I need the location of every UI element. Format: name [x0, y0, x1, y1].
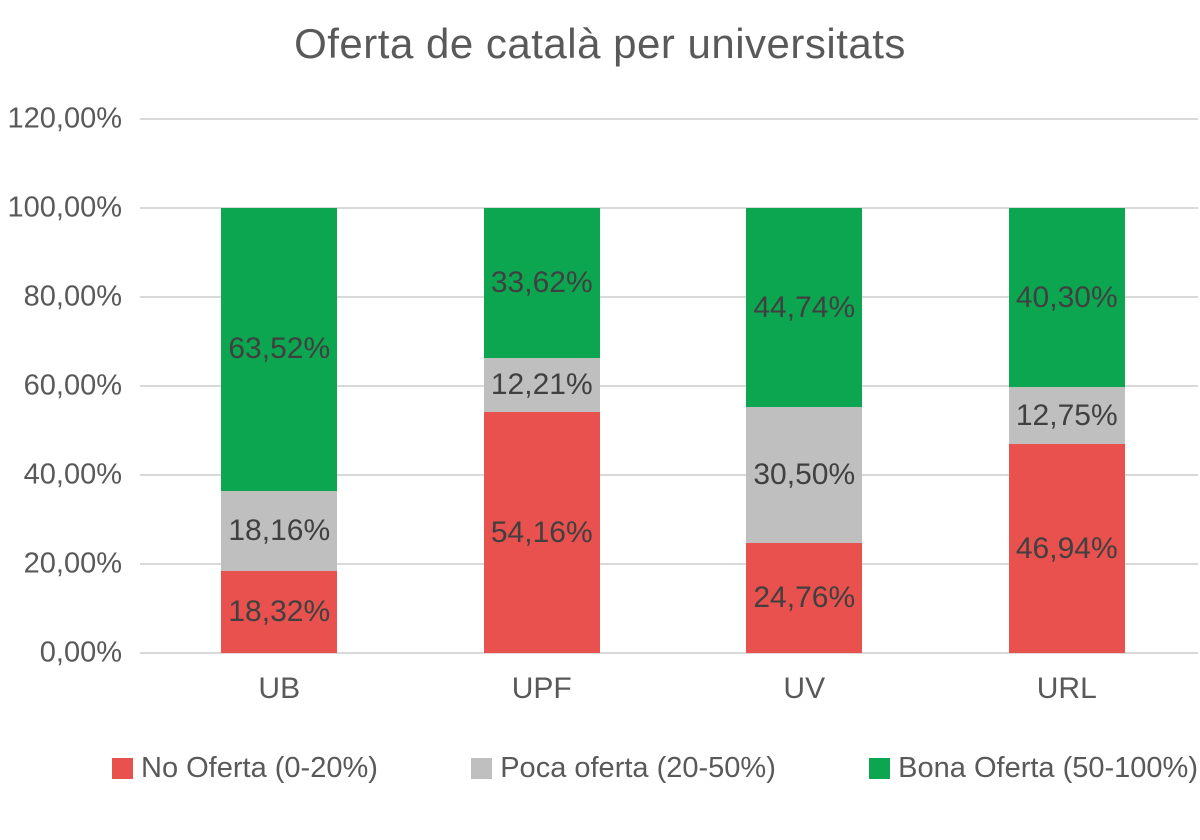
y-axis-label: 40,00%: [23, 458, 122, 491]
bar-segment: 18,16%: [221, 490, 338, 572]
bar-segment: 46,94%: [1008, 444, 1125, 653]
bar-segment: 40,30%: [1008, 208, 1125, 388]
bar-segment: 12,21%: [483, 357, 600, 412]
bar-stack: 54,16% 12,21% 33,62%: [483, 208, 600, 653]
y-axis-label: 120,00%: [7, 102, 123, 135]
y-axis-label: 100,00%: [7, 191, 123, 224]
y-axis-label: 0,00%: [39, 636, 122, 669]
bar-segment-label: 46,94%: [1015, 531, 1118, 565]
bar-segment-label: 63,52%: [228, 332, 331, 366]
bar-segment-label: 40,30%: [1015, 280, 1118, 314]
bar-column-uv: 24,76% 30,50% 44,74%: [673, 119, 936, 653]
bar-segment-label: 44,74%: [753, 290, 856, 324]
bar-segment: 44,74%: [746, 208, 863, 408]
legend-marker-icon: [112, 758, 133, 779]
x-axis-label: UV: [783, 672, 826, 705]
legend: No Oferta (0-20%) Poca oferta (20-50%) Bon…: [112, 752, 1198, 785]
bar-segment: 54,16%: [483, 412, 600, 653]
bar-segment: 30,50%: [746, 407, 863, 543]
y-axis-label: 80,00%: [23, 280, 122, 313]
x-axis: UB UPF UV URL: [148, 672, 1198, 706]
bar-segment-label: 24,76%: [753, 580, 856, 614]
bar-segment-label: 18,16%: [228, 514, 331, 548]
legend-label: Bona Oferta (50-100%): [898, 752, 1198, 784]
bar-column-upf: 54,16% 12,21% 33,62%: [411, 119, 674, 653]
gridline: [140, 385, 1198, 387]
bar-segment: 63,52%: [221, 208, 338, 491]
x-axis-label: UPF: [511, 672, 572, 705]
gridline: [140, 563, 1198, 565]
bar-segment: 24,76%: [746, 542, 863, 653]
legend-item: Bona Oferta (50-100%): [869, 752, 1198, 785]
y-axis: 0,00% 20,00% 40,00% 60,00% 80,00% 100,00% 120,…: [0, 104, 123, 667]
plot-area: 18,32% 18,16% 63,52% 54,16% 12,21% 33,62% 24,7…: [140, 118, 1199, 654]
bar-segment-label: 12,75%: [1015, 398, 1118, 432]
y-axis-label: 20,00%: [23, 547, 122, 580]
bar-column-ub: 18,32% 18,16% 63,52%: [148, 119, 411, 653]
legend-marker-icon: [869, 758, 891, 779]
bar-segment-label: 33,62%: [490, 265, 593, 299]
bar-column-url: 46,94% 12,75% 40,30%: [936, 119, 1199, 653]
legend-item: Poca oferta (20-50%): [471, 752, 776, 785]
legend-label: No Oferta (0-20%): [141, 752, 378, 784]
bar-segment: 18,32%: [221, 571, 338, 653]
bar-segment-label: 54,16%: [490, 515, 593, 549]
bar-segment: 33,62%: [483, 208, 600, 358]
legend-label: Poca oferta (20-50%): [500, 752, 776, 784]
x-axis-label: URL: [1036, 672, 1097, 705]
chart-title: Oferta de català per universitats: [294, 20, 906, 67]
bar-segment-label: 12,21%: [490, 367, 593, 401]
gridline: [140, 652, 1198, 654]
x-axis-label: UB: [258, 672, 301, 705]
legend-marker-icon: [471, 758, 493, 779]
legend-item: No Oferta (0-20%): [112, 752, 378, 785]
gridline: [140, 474, 1198, 476]
gridline: [140, 207, 1198, 209]
bar-stack: 46,94% 12,75% 40,30%: [1008, 208, 1125, 653]
bar-stack: 24,76% 30,50% 44,74%: [746, 208, 863, 653]
y-axis-label: 60,00%: [23, 369, 122, 402]
bar-segment: 12,75%: [1008, 387, 1125, 445]
gridline: [140, 296, 1198, 298]
bar-segment-label: 18,32%: [228, 595, 331, 629]
bar-stack: 18,32% 18,16% 63,52%: [221, 208, 338, 653]
gridline: [140, 118, 1198, 120]
bar-segment-label: 30,50%: [753, 457, 856, 491]
